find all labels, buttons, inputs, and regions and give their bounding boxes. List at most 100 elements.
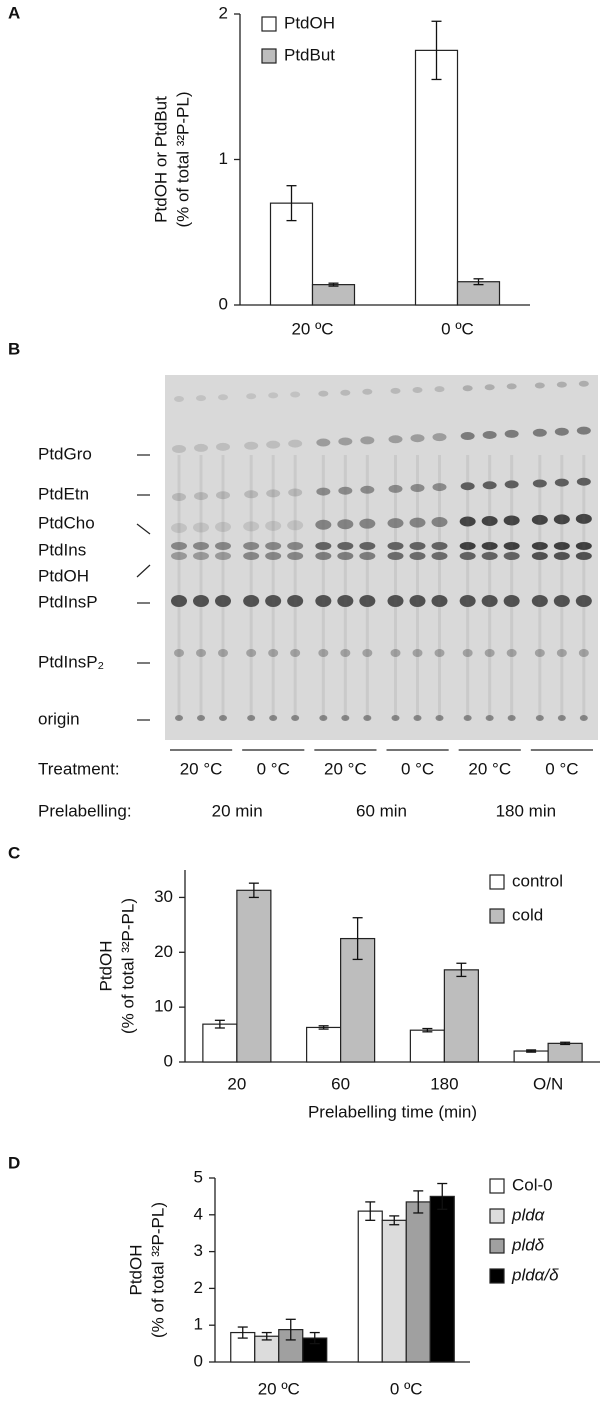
- gel-spot: [340, 389, 351, 396]
- gel-spot: [575, 552, 592, 560]
- gel-spot: [390, 387, 401, 394]
- gel-spot: [172, 493, 186, 501]
- gel-spot: [507, 715, 516, 721]
- x-tick-label: 20 ºC: [258, 1379, 300, 1398]
- legend-swatch: [261, 16, 277, 32]
- gel-image: [165, 375, 598, 740]
- y-tick-label: 2: [219, 3, 228, 22]
- gel-spot: [459, 516, 476, 527]
- panel-label: D: [8, 1153, 20, 1172]
- gel-spot: [459, 595, 476, 607]
- gel-spot: [531, 514, 548, 525]
- gel-spot: [215, 595, 231, 607]
- gel-spot: [243, 521, 260, 532]
- band-label: PtdEtn: [38, 484, 89, 503]
- prelabelling-label: Prelabelling:: [38, 801, 132, 820]
- gel-spot: [265, 595, 282, 607]
- gel-spot: [463, 715, 472, 721]
- gel-spot: [504, 429, 519, 438]
- gel-spot: [243, 552, 260, 560]
- gel-spot: [359, 542, 376, 550]
- gel-spot: [431, 542, 448, 550]
- treatment: 20 °C: [468, 759, 511, 778]
- gel-spot: [460, 432, 475, 441]
- gel-spot: [556, 649, 567, 657]
- gel-spot: [287, 552, 304, 560]
- gel-spot: [484, 649, 495, 657]
- gel-spot: [291, 715, 300, 721]
- bar: [429, 1195, 455, 1363]
- gel-spot: [431, 552, 448, 560]
- gel-spot: [193, 542, 209, 550]
- gel-spot: [196, 649, 206, 657]
- prelabelling: 180 min: [496, 801, 556, 820]
- bar: [306, 1026, 342, 1063]
- gel-spot: [315, 519, 332, 530]
- gel-spot: [459, 552, 476, 560]
- gel-spot: [360, 436, 375, 445]
- y-tick-label: 0: [164, 1051, 173, 1070]
- gel-spot: [215, 552, 231, 560]
- y-tick-label: 5: [194, 1167, 203, 1186]
- gel-spot: [575, 595, 592, 607]
- legend-swatch: [489, 1208, 505, 1224]
- gel-spot: [216, 442, 230, 451]
- gel-spot: [432, 433, 447, 442]
- gel-spot: [410, 484, 425, 492]
- gel-spot: [503, 595, 520, 607]
- gel-spot: [218, 649, 228, 657]
- gel-spot: [482, 430, 497, 439]
- gel-spot: [462, 385, 473, 392]
- gel-spot: [244, 441, 259, 450]
- gel-spot: [481, 542, 498, 550]
- gel-spot: [409, 595, 426, 607]
- gel-spot: [388, 484, 403, 493]
- gel-spot: [318, 649, 329, 657]
- gel-spot: [387, 595, 404, 607]
- gel-spot: [391, 715, 400, 721]
- gel-spot: [338, 437, 353, 446]
- gel-spot: [431, 595, 448, 607]
- legend-swatch: [489, 1238, 505, 1254]
- gel-spot: [575, 542, 592, 550]
- band-label: PtdCho: [38, 513, 95, 532]
- gel-spot: [387, 518, 404, 529]
- gel-spot: [171, 542, 187, 550]
- gel-spot: [175, 715, 183, 721]
- treatment: 20 °C: [180, 759, 223, 778]
- error-bar: [365, 1201, 376, 1221]
- gel-spot: [243, 542, 260, 550]
- legend-swatch: [489, 908, 505, 924]
- y-tick-label: 20: [154, 942, 173, 961]
- gel-spot: [363, 715, 372, 721]
- gel-spot: [485, 715, 494, 721]
- band-label: PtdIns: [38, 540, 86, 559]
- x-tick-label: 0 ºC: [390, 1379, 423, 1398]
- gel-spot: [362, 649, 373, 657]
- gel-spot: [535, 715, 544, 721]
- gel-spot: [269, 715, 278, 721]
- gel-spot: [531, 542, 548, 550]
- gel-spot: [579, 715, 588, 721]
- treatment: 20 °C: [324, 759, 367, 778]
- gel-spot: [290, 391, 301, 398]
- gel-spot: [409, 542, 426, 550]
- gel-spot: [244, 490, 259, 499]
- gel-spot: [171, 523, 187, 533]
- legend-label: PtdBut: [284, 45, 335, 64]
- x-tick-label: 20: [227, 1074, 246, 1093]
- gel-spot: [216, 491, 230, 500]
- legend-swatch: [489, 874, 505, 890]
- gel-spot: [288, 439, 303, 448]
- y-axis-label: PtdOH: [126, 1244, 145, 1295]
- gel-spot: [290, 649, 301, 657]
- y-axis-label: (% of total ³²P-PL): [148, 1202, 167, 1338]
- gel-spot: [503, 515, 520, 526]
- gel-spot: [246, 393, 257, 400]
- gel-spot: [481, 595, 498, 607]
- legend-swatch: [489, 1178, 505, 1194]
- y-tick-label: 0: [219, 294, 228, 313]
- band-label: PtdInsP₂: [38, 652, 104, 671]
- treatment: 0 °C: [545, 759, 578, 778]
- x-tick-label: 60: [331, 1074, 350, 1093]
